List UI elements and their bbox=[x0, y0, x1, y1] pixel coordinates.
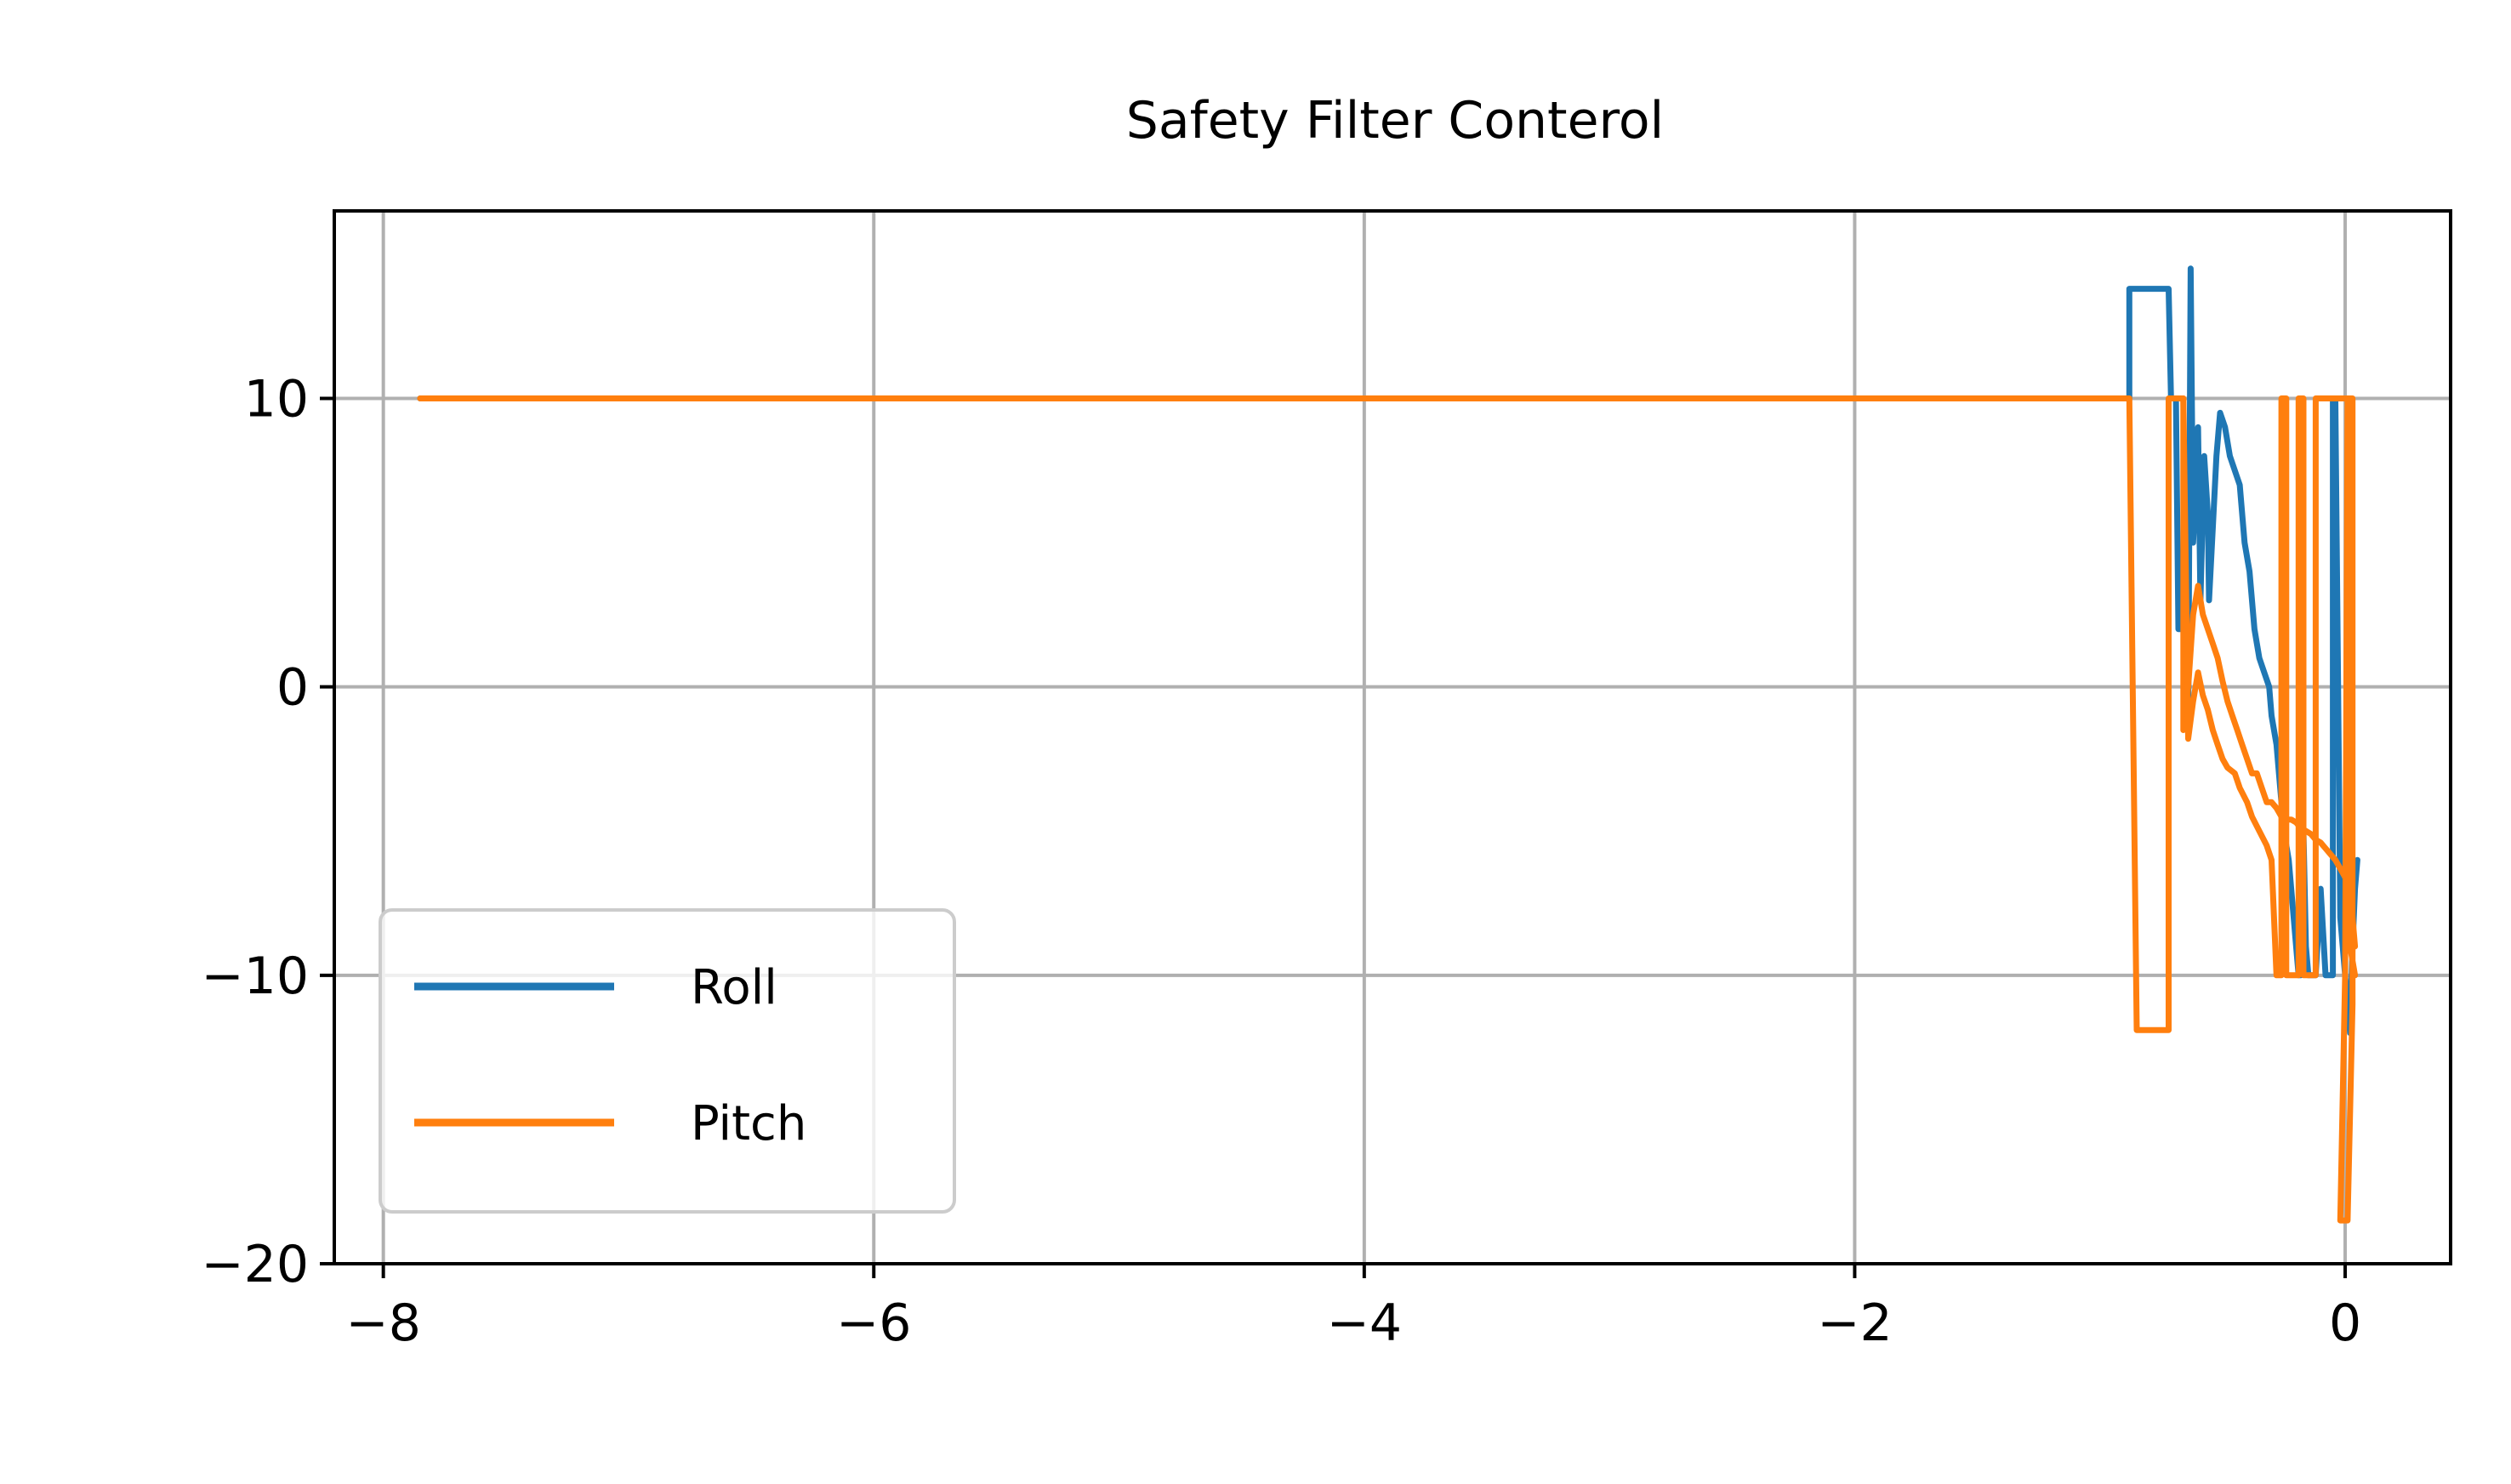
legend-roll-label: Roll bbox=[691, 960, 777, 1015]
legend-box bbox=[379, 908, 956, 1214]
plot-area-frame bbox=[333, 209, 2452, 1265]
extra-2-series-line bbox=[2180, 395, 2359, 1224]
y-tick-label: 0 bbox=[276, 658, 309, 718]
y-tick-label: 10 bbox=[244, 369, 309, 429]
y-tick-label: −10 bbox=[201, 947, 309, 1006]
x-tick-label: −4 bbox=[1327, 1294, 1402, 1353]
pitch-series-line bbox=[417, 395, 2359, 1033]
x-tick-label: −6 bbox=[836, 1294, 911, 1353]
data-series bbox=[417, 265, 2360, 1224]
legend-pitch-label: Pitch bbox=[691, 1096, 806, 1151]
x-tick-label: 0 bbox=[2329, 1294, 2361, 1353]
y-axis: −20 −10 0 10 bbox=[201, 369, 334, 1294]
x-axis: −8 −6 −4 −2 0 bbox=[345, 1264, 2361, 1353]
y-tick-label: −20 bbox=[201, 1235, 309, 1294]
x-tick-label: −8 bbox=[345, 1294, 420, 1353]
x-tick-label: −2 bbox=[1817, 1294, 1892, 1353]
chart-title: Safety Filter Conterol bbox=[1126, 91, 1664, 151]
legend: Roll Pitch bbox=[379, 908, 956, 1214]
